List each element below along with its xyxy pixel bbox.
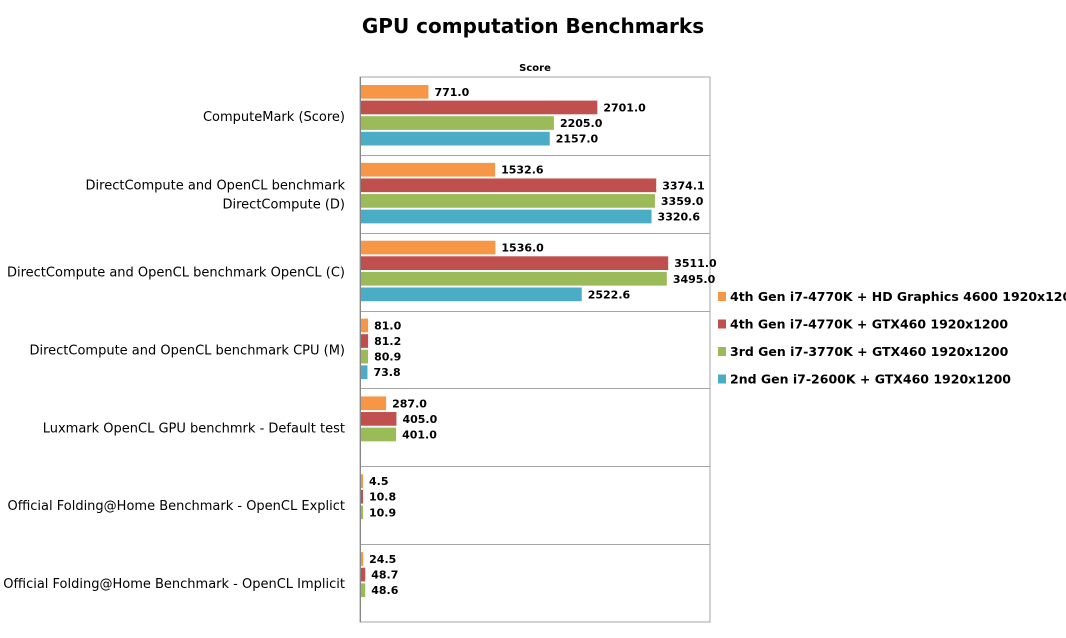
bar	[361, 85, 429, 99]
bar	[361, 334, 369, 348]
category-label: Official Folding@Home Benchmark - OpenCL…	[3, 577, 345, 592]
data-label: 3495.0	[673, 273, 716, 286]
data-label: 4.5	[369, 475, 389, 488]
bar	[361, 412, 397, 426]
bar	[361, 427, 397, 442]
data-label: 3374.1	[662, 179, 704, 192]
bar	[361, 178, 657, 193]
bar	[361, 505, 363, 520]
data-label: 10.8	[369, 491, 396, 504]
bar	[361, 256, 669, 271]
data-label: 2157.0	[556, 133, 599, 146]
data-label: 48.6	[371, 584, 398, 597]
bar	[361, 396, 387, 411]
data-label: 401.0	[402, 428, 437, 441]
data-label: 48.7	[371, 569, 398, 582]
legend-swatch	[718, 319, 726, 329]
data-label: 3511.0	[674, 257, 717, 270]
bar	[361, 489, 363, 504]
data-label: 405.0	[402, 413, 437, 426]
bars-group	[361, 85, 669, 598]
data-label: 3359.0	[661, 195, 704, 208]
bar	[361, 194, 655, 208]
data-label: 3320.6	[658, 211, 701, 224]
category-labels-group: ComputeMark (Score) DirectCompute and Ope…	[3, 110, 345, 592]
bar	[361, 271, 667, 286]
legend: 4th Gen i7-4770K + HD Graphics 4600 1920…	[718, 289, 1066, 387]
bar	[361, 474, 363, 488]
legend-swatch	[718, 347, 726, 356]
gridlines	[359, 76, 711, 623]
bar	[361, 240, 496, 255]
bar	[361, 552, 364, 566]
category-label: DirectCompute and OpenCL benchmark OpenC…	[7, 266, 345, 281]
legend-label: 2nd Gen i7-2600K + GTX460 1920x1200	[730, 372, 1011, 387]
category-label: Official Folding@Home Benchmark - OpenCL…	[7, 499, 345, 514]
category-label: DirectCompute and OpenCL benchmark CPU (…	[29, 344, 345, 359]
bar	[361, 567, 366, 582]
category-label: ComputeMark (Score)	[203, 110, 345, 125]
category-label: Luxmark OpenCL GPU benchmrk - Default te…	[43, 421, 345, 436]
bar	[361, 100, 598, 115]
data-label: 80.9	[374, 351, 401, 364]
legend-swatch	[718, 292, 726, 301]
legend-label: 4th Gen i7-4770K + GTX460 1920x1200	[730, 317, 1008, 332]
bar	[361, 287, 582, 302]
data-label: 1532.6	[501, 164, 544, 177]
legend-label: 4th Gen i7-4770K + HD Graphics 4600 1920…	[730, 289, 1066, 304]
plot-frame	[359, 76, 711, 623]
bar	[361, 131, 550, 146]
bar	[361, 583, 366, 598]
bar	[361, 209, 652, 224]
data-label: 81.0	[374, 319, 401, 332]
chart-title: GPU computation Benchmarks	[362, 14, 704, 38]
data-label: 24.5	[369, 553, 396, 566]
data-label: 73.8	[373, 366, 400, 379]
data-label: 2701.0	[603, 101, 646, 114]
bar	[361, 318, 369, 333]
chart-subtitle: Score	[519, 63, 551, 74]
category-label: DirectCompute and OpenCL benchmark	[86, 178, 346, 193]
data-label: 10.9	[369, 506, 396, 519]
bar	[361, 162, 496, 177]
bar	[361, 365, 368, 380]
legend-label: 3rd Gen i7-3770K + GTX460 1920x1200	[730, 344, 1009, 359]
data-label: 771.0	[434, 86, 469, 99]
data-label: 287.0	[392, 397, 427, 410]
category-label: DirectCompute (D)	[223, 197, 346, 212]
data-label: 81.2	[374, 335, 401, 348]
bar	[361, 349, 369, 364]
bar	[361, 116, 554, 130]
data-label: 2205.0	[560, 117, 603, 130]
data-label: 1536.0	[501, 242, 544, 255]
data-label: 2522.6	[588, 288, 631, 301]
legend-swatch	[718, 374, 726, 384]
